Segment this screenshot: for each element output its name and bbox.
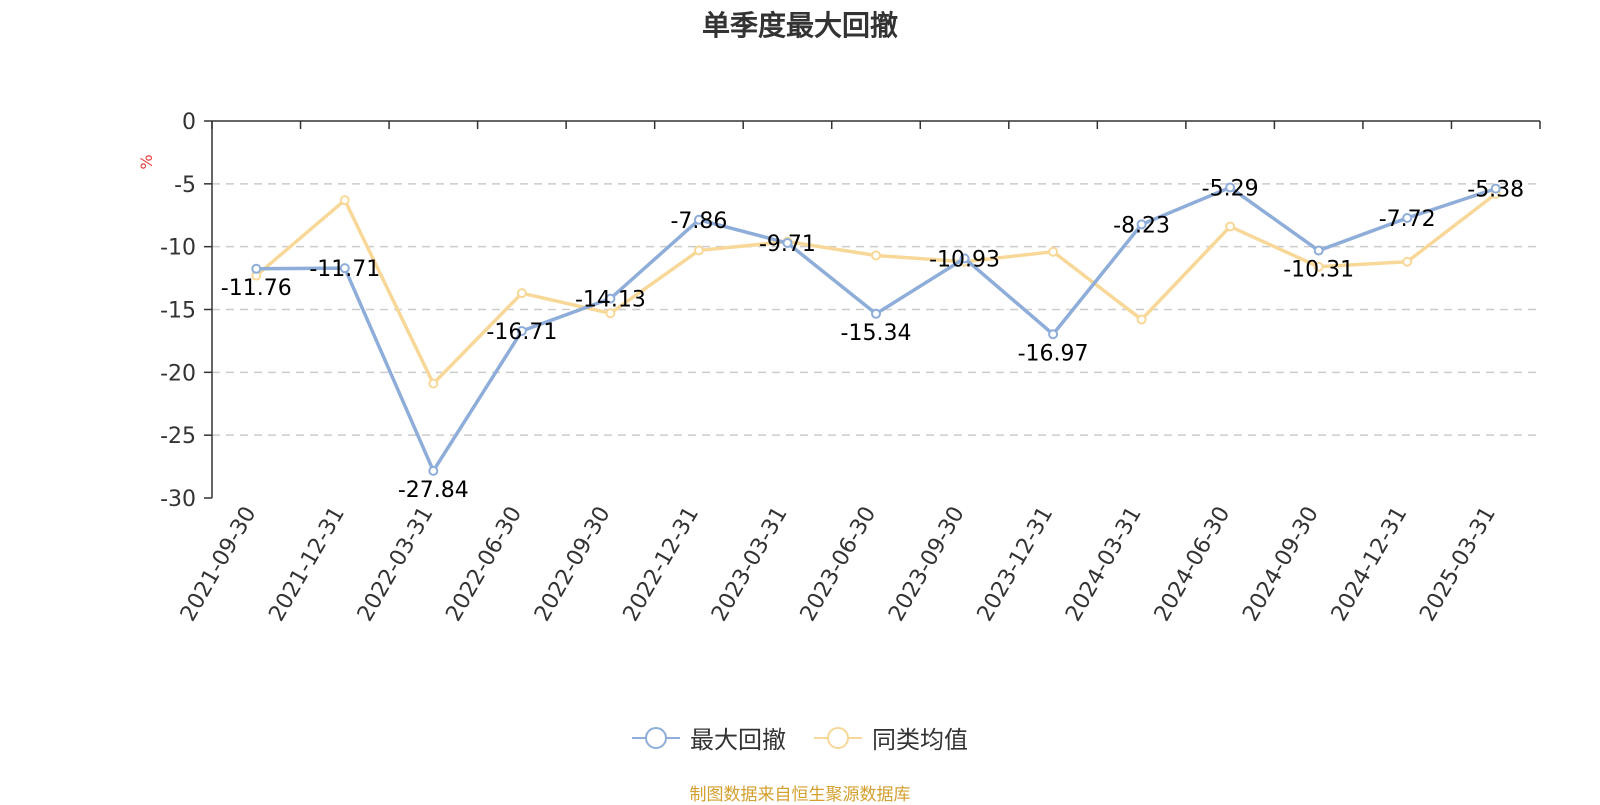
source-note: 制图数据来自恒生聚源数据库 <box>689 785 911 805</box>
data-label: -5.38 <box>1467 178 1524 203</box>
legend-item-max-drawdown[interactable]: 最大回撤 <box>632 720 786 755</box>
series-point <box>1402 213 1413 224</box>
series-point <box>605 293 616 304</box>
series-point <box>1402 256 1413 267</box>
x-tick-label: 2022-06-30 <box>441 503 527 626</box>
legend-item-category-average[interactable]: 同类均值 <box>814 720 968 755</box>
series-point <box>339 263 350 274</box>
x-tick-label: 2024-12-31 <box>1327 503 1413 626</box>
series-point <box>1048 329 1059 340</box>
data-labels: -11.76 -11.71 -27.84 -16.71 -14.13 -7.86 -9.71… <box>221 176 1524 502</box>
series-point <box>1225 221 1236 232</box>
data-label: -9.71 <box>759 232 816 257</box>
legend: 最大回撤 同类均值 <box>0 720 1600 755</box>
x-tick-label: 2021-12-31 <box>264 503 350 626</box>
series-point <box>428 378 439 389</box>
x-tick-label: 2021-09-30 <box>176 503 262 626</box>
data-label: -15.34 <box>841 321 912 346</box>
series-point <box>1048 246 1059 257</box>
data-label: -7.72 <box>1379 207 1436 232</box>
series-point <box>251 263 262 274</box>
y-tick-label: -5 <box>174 173 196 198</box>
data-label: -10.31 <box>1283 258 1354 283</box>
series-point <box>1136 314 1147 325</box>
series-point <box>1490 183 1501 194</box>
y-tick-label: -10 <box>160 236 196 261</box>
x-tick-label: 2022-09-30 <box>530 503 616 626</box>
series-point <box>1313 261 1324 272</box>
data-label: -8.23 <box>1113 213 1170 238</box>
data-label: -16.71 <box>486 320 557 345</box>
data-label: -14.13 <box>575 288 646 313</box>
data-label: -5.29 <box>1202 176 1259 201</box>
series-point <box>339 195 350 206</box>
legend-line-circle-icon <box>632 726 680 749</box>
y-tick-label: -15 <box>160 299 196 324</box>
series-point <box>428 465 439 476</box>
series-point <box>1225 182 1236 193</box>
x-tick-label: 2024-06-30 <box>1150 503 1236 626</box>
series-point <box>693 214 704 225</box>
series-point <box>871 308 881 319</box>
series-point <box>693 245 704 256</box>
legend-label-max-drawdown: 最大回撤 <box>690 726 786 754</box>
x-tick-label: 2024-03-31 <box>1061 503 1147 626</box>
x-tick-label: 2022-12-31 <box>619 503 705 626</box>
y-tick-label: -30 <box>160 487 196 512</box>
y-tick-label: -25 <box>160 424 196 449</box>
legend-label-category-average: 同类均值 <box>872 726 968 754</box>
series-point <box>959 253 970 264</box>
series-point <box>871 250 881 261</box>
series-point <box>516 288 527 299</box>
x-tick-label: 2025-03-31 <box>1415 503 1501 626</box>
x-tick-label: 2024-09-30 <box>1238 503 1324 626</box>
data-label: -11.76 <box>221 276 292 301</box>
y-tick-label: -20 <box>160 361 196 386</box>
x-tick-label: 2023-06-30 <box>796 503 882 626</box>
series-point <box>782 238 793 249</box>
data-label: -7.86 <box>670 209 727 234</box>
series-point <box>516 325 527 336</box>
data-label: -27.84 <box>398 478 469 503</box>
x-tick-label: 2023-12-31 <box>973 503 1059 626</box>
y-tick-label: 0 <box>182 110 196 135</box>
data-label: -10.93 <box>929 247 1000 272</box>
data-label: -11.71 <box>309 257 380 282</box>
series-line <box>255 192 1497 386</box>
series-point <box>1136 219 1147 230</box>
series-point <box>1313 245 1324 256</box>
series-point <box>605 308 616 319</box>
data-label: -16.97 <box>1018 341 1089 366</box>
legend-line-circle-icon <box>814 726 862 749</box>
chart-title: 单季度最大回撤 <box>701 9 898 42</box>
y-axis-label: % <box>137 154 156 169</box>
x-tick-label: 2022-03-31 <box>353 503 439 626</box>
x-tick-label: 2023-09-30 <box>884 503 970 626</box>
x-tick-label: 2023-03-31 <box>707 503 793 626</box>
series-lines <box>251 182 1501 476</box>
